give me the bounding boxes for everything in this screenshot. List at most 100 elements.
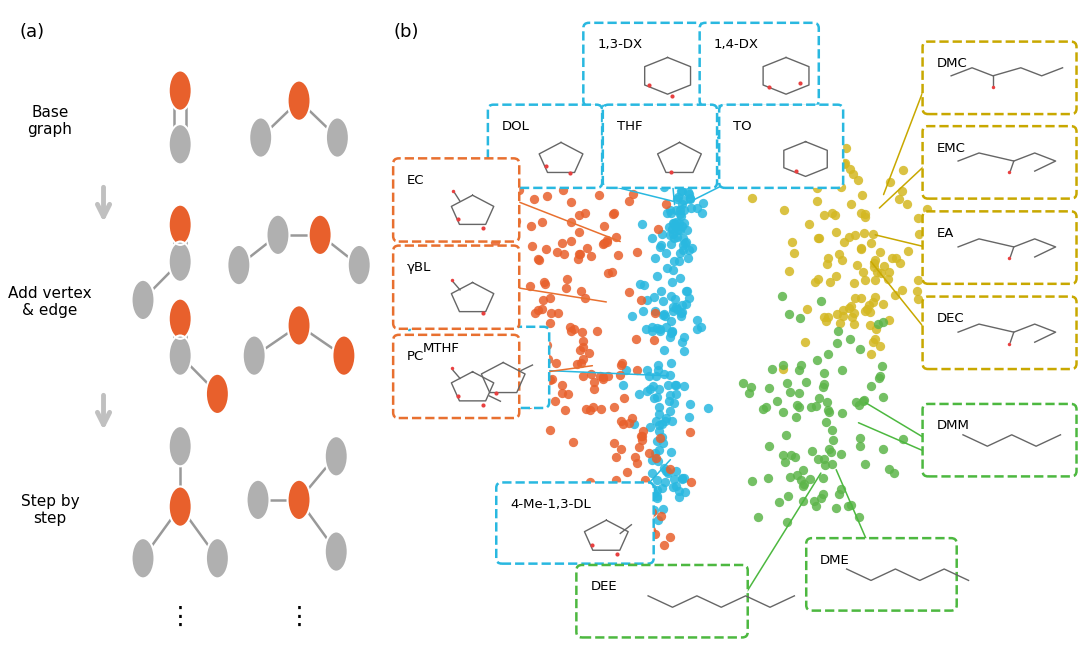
Point xyxy=(815,454,833,464)
Text: Add vertex
& edge: Add vertex & edge xyxy=(8,286,92,318)
Point xyxy=(866,254,883,265)
Point xyxy=(848,397,865,407)
Point xyxy=(647,453,664,464)
Point xyxy=(818,316,835,327)
Point xyxy=(837,143,854,154)
Point xyxy=(850,511,867,522)
Point xyxy=(861,300,878,311)
Point xyxy=(820,349,837,360)
Point xyxy=(824,459,841,470)
Circle shape xyxy=(168,299,192,339)
Point xyxy=(833,254,850,265)
Text: 1,4-DX: 1,4-DX xyxy=(714,38,758,51)
Point xyxy=(576,293,593,303)
Point xyxy=(577,404,594,415)
Point xyxy=(792,360,809,370)
Point xyxy=(672,308,689,319)
Point xyxy=(530,254,548,265)
Point xyxy=(654,296,672,307)
Point xyxy=(537,279,554,290)
Point xyxy=(615,419,632,429)
Circle shape xyxy=(325,436,348,476)
Point xyxy=(757,401,774,412)
Point xyxy=(553,238,570,248)
Point xyxy=(573,326,591,337)
Point xyxy=(673,337,690,348)
Text: PC: PC xyxy=(407,350,424,363)
Point xyxy=(834,311,851,321)
Point xyxy=(582,250,599,261)
Point xyxy=(818,417,835,428)
Point xyxy=(676,238,693,248)
Point xyxy=(483,269,500,280)
Point xyxy=(734,378,752,389)
Point xyxy=(887,290,904,301)
Point xyxy=(644,321,661,332)
FancyBboxPatch shape xyxy=(922,404,1077,476)
Point xyxy=(828,271,846,282)
Point xyxy=(774,364,792,374)
Point xyxy=(856,209,874,219)
Point xyxy=(649,484,666,495)
Point xyxy=(823,446,840,457)
Point xyxy=(676,205,693,215)
Point xyxy=(650,360,667,370)
Point xyxy=(495,257,512,268)
Point xyxy=(671,208,688,219)
Point xyxy=(909,212,927,223)
Point xyxy=(644,482,661,493)
Point xyxy=(646,488,663,499)
Point xyxy=(649,515,666,525)
Circle shape xyxy=(246,480,270,520)
Point xyxy=(755,404,772,415)
Point xyxy=(570,210,588,221)
Point xyxy=(562,321,579,332)
FancyBboxPatch shape xyxy=(488,105,603,188)
Point xyxy=(679,253,697,264)
Point xyxy=(594,239,611,250)
Point xyxy=(598,235,616,246)
Point xyxy=(744,193,761,204)
Point xyxy=(662,291,679,301)
Point xyxy=(683,175,700,186)
Point xyxy=(681,399,699,409)
Point xyxy=(669,193,686,204)
Point xyxy=(643,325,660,336)
Point xyxy=(535,334,552,345)
Point xyxy=(630,389,647,400)
Point xyxy=(908,286,926,297)
Point xyxy=(872,370,889,381)
Point xyxy=(870,373,888,384)
Point xyxy=(539,340,556,350)
Point xyxy=(875,317,892,327)
Point xyxy=(591,189,608,200)
Point xyxy=(650,384,667,395)
Point xyxy=(563,326,580,337)
Point xyxy=(780,491,797,501)
FancyBboxPatch shape xyxy=(393,335,519,418)
Point xyxy=(673,177,690,188)
Point xyxy=(572,357,590,368)
Point xyxy=(692,322,710,333)
Point xyxy=(783,237,800,248)
Point xyxy=(633,219,650,229)
Point xyxy=(618,364,635,375)
Text: MTHF: MTHF xyxy=(423,342,460,355)
Point xyxy=(642,422,659,433)
Point xyxy=(875,444,892,454)
Point xyxy=(659,466,676,476)
Point xyxy=(678,286,696,297)
Point xyxy=(662,207,679,218)
Point xyxy=(534,217,551,227)
Point xyxy=(638,295,656,305)
Point xyxy=(875,299,892,309)
Point xyxy=(886,467,903,478)
Point xyxy=(855,395,873,406)
Point xyxy=(607,474,624,485)
Point xyxy=(599,370,617,381)
Point xyxy=(604,209,621,219)
Point xyxy=(667,466,685,476)
Point xyxy=(662,447,679,458)
Point xyxy=(672,211,689,221)
Circle shape xyxy=(325,531,348,572)
